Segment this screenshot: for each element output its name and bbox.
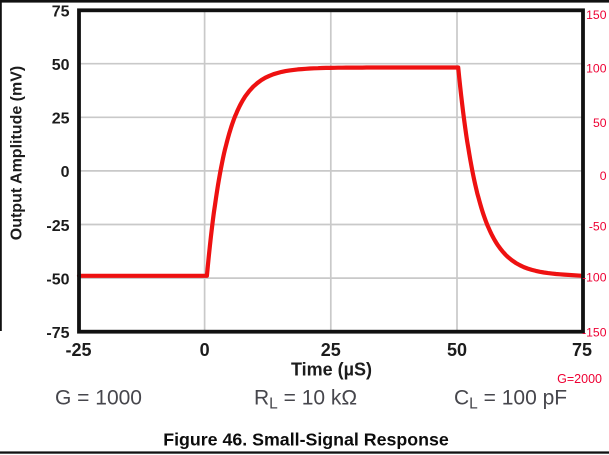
- svg-text:RL = 10 kΩ: RL = 10 kΩ: [254, 387, 357, 413]
- svg-text:50: 50: [52, 57, 70, 74]
- svg-text:75: 75: [52, 3, 70, 20]
- svg-text:100: 100: [586, 62, 607, 76]
- svg-text:-50: -50: [589, 219, 607, 233]
- svg-text:75: 75: [572, 340, 592, 360]
- svg-text:-25: -25: [46, 218, 69, 235]
- svg-text:0: 0: [200, 340, 210, 360]
- svg-text:0: 0: [600, 169, 607, 183]
- svg-text:25: 25: [52, 111, 70, 128]
- svg-text:25: 25: [321, 340, 341, 360]
- svg-text:-100: -100: [582, 271, 607, 285]
- svg-text:0: 0: [61, 164, 70, 181]
- svg-text:Time (µS): Time (µS): [291, 360, 372, 380]
- svg-text:50: 50: [447, 340, 467, 360]
- svg-text:-50: -50: [46, 271, 69, 288]
- svg-text:Output Amplitude (mV): Output Amplitude (mV): [9, 66, 26, 241]
- svg-text:150: 150: [586, 8, 607, 22]
- svg-text:G = 1000: G = 1000: [55, 387, 142, 410]
- svg-text:-25: -25: [65, 340, 91, 360]
- svg-text:-75: -75: [46, 325, 69, 342]
- svg-text:CL = 100 pF: CL = 100 pF: [454, 387, 567, 413]
- svg-text:G=2000: G=2000: [557, 372, 602, 386]
- svg-text:50: 50: [593, 116, 607, 130]
- svg-text:-150: -150: [582, 325, 607, 339]
- svg-text:Figure 46. Small-Signal Respon: Figure 46. Small-Signal Response: [163, 430, 449, 450]
